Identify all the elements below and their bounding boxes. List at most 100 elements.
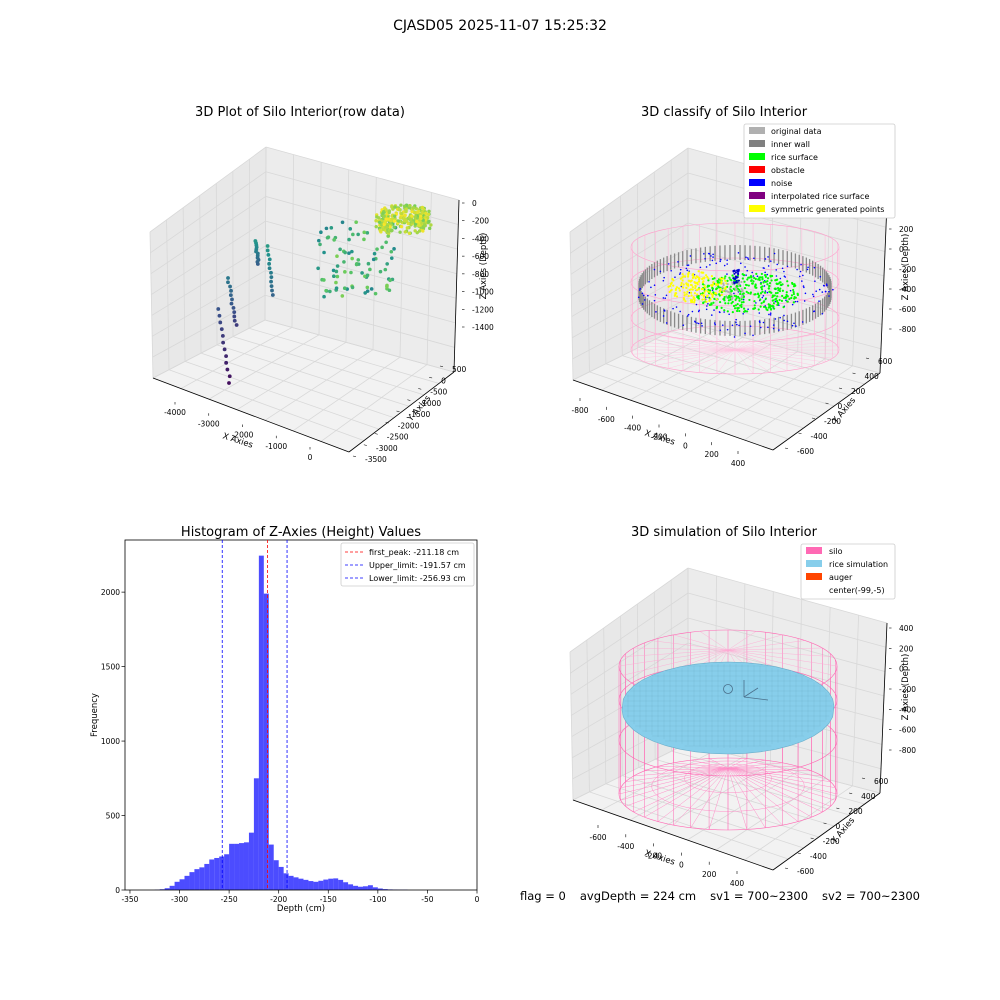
- grid-line: [184, 361, 380, 430]
- data-point: [350, 249, 354, 254]
- rice-surface-point: [746, 310, 749, 313]
- symmetric-point: [685, 286, 688, 290]
- noise-point: [719, 329, 722, 332]
- noise-point: [715, 262, 718, 265]
- noise-point: [751, 271, 754, 274]
- noise-point: [813, 310, 816, 312]
- rice-surface-point: [762, 305, 766, 309]
- noise-point: [701, 325, 703, 327]
- data-point: [270, 293, 275, 297]
- noise-point: [791, 324, 794, 327]
- data-point: [396, 219, 401, 223]
- noise-point: [678, 273, 681, 275]
- symmetric-point: [683, 291, 686, 294]
- z-tick-label: -400: [899, 285, 916, 294]
- symmetric-point: [681, 279, 684, 282]
- rice-surface-point: [776, 278, 779, 281]
- noise-point: [793, 322, 795, 325]
- noise-point: [778, 329, 780, 331]
- rice-surface-point: [774, 298, 777, 301]
- x-tick-label: -600: [589, 833, 606, 842]
- grid-line: [426, 192, 432, 365]
- rice-surface-point: [754, 283, 757, 287]
- noise-point: [802, 285, 805, 287]
- symmetric-point: [674, 288, 677, 292]
- data-point: [365, 285, 370, 290]
- legend: first_peak: -211.18 cm Upper_limit: -191.…: [340, 542, 475, 587]
- data-point: [269, 275, 274, 280]
- data-point: [365, 289, 370, 293]
- x-tick-label: -4000: [164, 408, 186, 417]
- histogram-bar: [358, 886, 363, 890]
- noise-point: [735, 321, 737, 324]
- grid-line: [715, 358, 826, 431]
- histogram-bar: [308, 881, 314, 890]
- rice-surface-point: [760, 272, 763, 276]
- noise-point: [778, 304, 780, 307]
- grid-line: [570, 592, 689, 674]
- symmetric-point: [675, 286, 679, 289]
- noise-point: [672, 307, 674, 310]
- noise-point: [786, 265, 789, 268]
- rice-surface-point: [759, 292, 763, 295]
- symmetric-point: [691, 288, 694, 291]
- histogram-bar: [283, 873, 289, 890]
- rice-surface-point: [760, 302, 763, 305]
- y-tick-mark: [784, 447, 789, 450]
- symmetric-point: [696, 288, 699, 291]
- silo-roof-spoke: [727, 649, 834, 657]
- y-tick-label: -1500: [409, 410, 431, 419]
- noise-point: [773, 252, 776, 255]
- silo-spoke: [727, 767, 812, 818]
- rice-surface-point: [710, 302, 713, 305]
- symmetric-point: [691, 273, 694, 277]
- silo-spoke: [668, 349, 736, 369]
- histogram-bar: [377, 888, 383, 890]
- noise-point: [825, 283, 828, 286]
- noise-point: [795, 325, 797, 327]
- rice-surface-point: [743, 287, 747, 290]
- rice-surface-point: [776, 303, 779, 307]
- noise-point: [704, 257, 706, 260]
- histogram-bar: [224, 854, 230, 890]
- noise-point: [763, 285, 766, 287]
- data-point: [389, 249, 394, 254]
- rice-surface-point: [738, 299, 741, 302]
- noise-point: [819, 275, 822, 278]
- noise-point: [638, 289, 641, 291]
- legend-label: symmetric generated points: [771, 205, 884, 214]
- noise-point: [744, 332, 746, 335]
- rice-surface-point: [740, 301, 743, 304]
- data-point: [228, 284, 232, 289]
- y-tick-mark: [407, 399, 411, 401]
- rice-surface-point: [736, 302, 739, 306]
- silo-roof-spoke: [727, 647, 823, 651]
- grid-line: [687, 222, 885, 277]
- noise-point: [769, 314, 772, 316]
- silo-spoke: [673, 762, 729, 769]
- noise-point: [783, 319, 785, 322]
- data-point: [354, 220, 358, 225]
- rice-surface-point: [752, 280, 755, 283]
- symmetric-point: [693, 301, 696, 304]
- rice-surface-point: [790, 296, 793, 300]
- x-axis-line: [572, 379, 774, 451]
- noise-point: [710, 255, 712, 257]
- noise-point: [687, 313, 690, 316]
- rice-surface-point: [792, 288, 795, 292]
- legend-swatch: [749, 192, 765, 199]
- data-point: [265, 244, 270, 248]
- noise-point: [664, 297, 667, 299]
- original-point: [721, 286, 724, 289]
- rice-surface-point: [766, 308, 769, 312]
- legend-label: original data: [771, 127, 822, 136]
- data-point: [374, 219, 378, 223]
- y-tick-mark: [385, 421, 389, 424]
- grid-line: [687, 567, 888, 624]
- z-axis-line: [879, 202, 888, 374]
- noise-point: [776, 263, 779, 266]
- symmetric-point: [720, 282, 723, 285]
- histogram-bar: [313, 881, 319, 890]
- grid-line: [620, 195, 623, 356]
- noise-point: [733, 292, 735, 295]
